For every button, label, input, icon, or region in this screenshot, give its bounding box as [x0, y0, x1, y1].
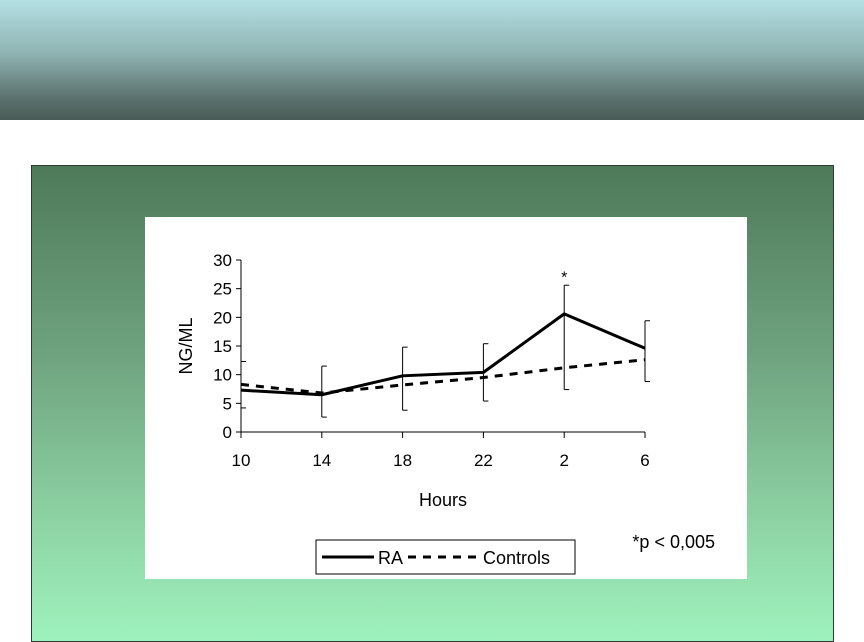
legend-label-controls: Controls [483, 548, 550, 568]
x-tick-label: 18 [393, 451, 412, 470]
x-tick-label: 2 [559, 451, 568, 470]
error-bars [240, 284, 650, 418]
axes [236, 259, 646, 438]
series-line-ra [240, 312, 646, 397]
y-tick-label: 20 [213, 308, 232, 327]
series-lines [240, 312, 646, 397]
footnote: *p < 0,005 [632, 532, 715, 552]
legend: RA Controls [315, 539, 576, 575]
legend-label-ra: RA [378, 548, 403, 568]
x-tick-label: 6 [640, 451, 649, 470]
error-bar [563, 284, 570, 391]
error-bar [644, 320, 650, 383]
significance-marker: * [561, 269, 567, 286]
error-bar [402, 346, 408, 411]
x-tick-label: 10 [232, 451, 251, 470]
y-tick-label: 25 [213, 280, 232, 299]
chart-card: 0 5 10 15 20 25 30 10 14 18 22 2 6 Hours NG/ML * *p < 0,… [145, 217, 747, 579]
x-axis-label: Hours [419, 490, 467, 510]
y-tick-label: 15 [213, 337, 232, 356]
x-tick-label: 22 [474, 451, 493, 470]
y-tick-label: 30 [213, 251, 232, 270]
series-line-controls [240, 358, 646, 395]
y-axis-label: NG/ML [176, 317, 196, 374]
title-banner [0, 0, 864, 120]
y-tick-label: 5 [223, 394, 232, 413]
y-tick-label: 0 [223, 423, 232, 442]
y-tick-label: 10 [213, 366, 232, 385]
x-tick-label: 14 [312, 451, 331, 470]
